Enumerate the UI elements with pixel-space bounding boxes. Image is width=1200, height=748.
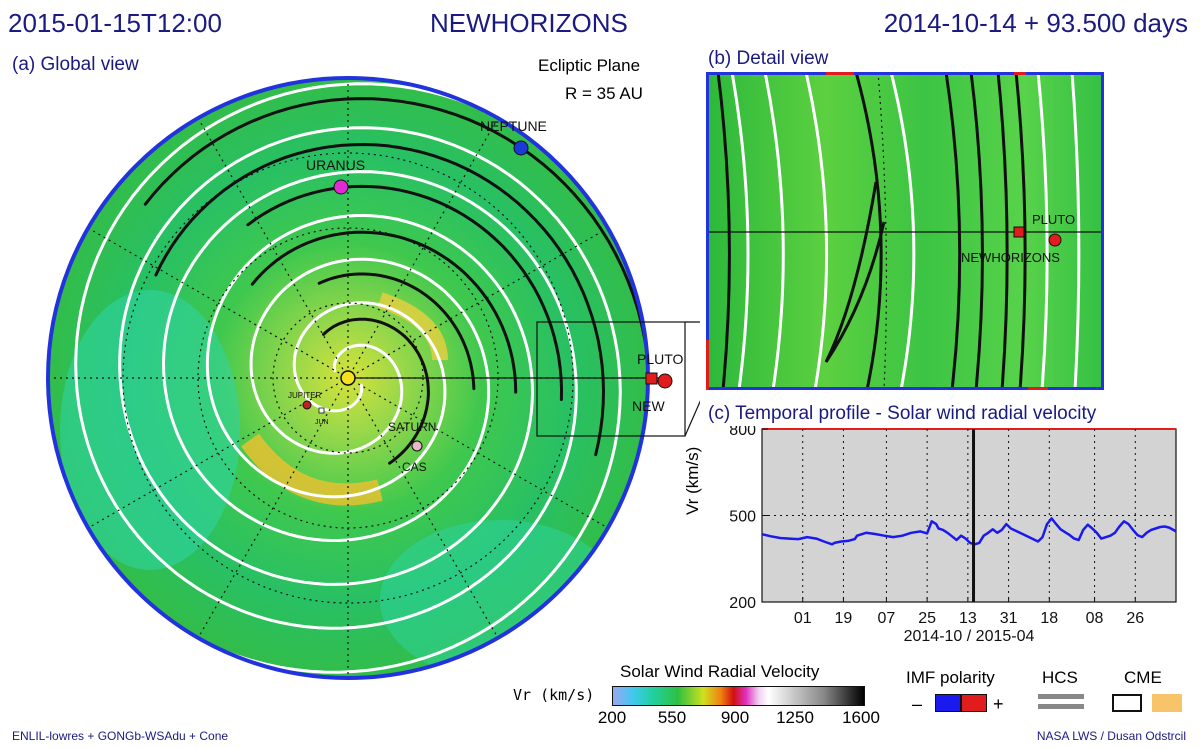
new-horizons-marker	[645, 372, 658, 385]
footer-left: ENLIL-lowres + GONGb-WSAdu + Cone	[12, 729, 229, 743]
x-tick-label: 25	[918, 610, 936, 627]
footer-right: NASA LWS / Dusan Odstrcil	[1036, 729, 1186, 743]
radius-label: R = 35 AU	[565, 84, 643, 103]
imf-positive-swatch	[961, 694, 987, 712]
field-line-black	[317, 272, 476, 391]
field-line-white	[74, 82, 648, 630]
imf-polarity-title: IMF polarity	[906, 668, 995, 687]
colorbar-tick: 1600	[842, 708, 880, 727]
uranus-marker	[333, 179, 349, 195]
detail-border	[706, 72, 1104, 390]
imf-minus-label: –	[912, 694, 923, 714]
detail-new-horizons-marker	[1013, 226, 1025, 238]
field-line-white	[48, 126, 622, 674]
x-tick-label: 01	[794, 610, 812, 627]
x-tick-label: 26	[1126, 610, 1144, 627]
y-tick-label: 200	[729, 595, 756, 612]
temporal-ylabel: Vr (km/s)	[683, 446, 702, 515]
hcs-title: HCS	[1042, 668, 1078, 687]
global-view-plot: NEPTUNE URANUS PLUTO NEW SATURN CAS JUPI…	[46, 76, 700, 680]
colorbar-tick: 1250	[776, 708, 814, 727]
field-line-black	[143, 97, 648, 532]
detail-grid-line	[877, 74, 888, 388]
spacecraft-label: NEWHORIZONS	[430, 8, 628, 38]
colorbar-tick: 900	[720, 708, 750, 727]
x-tick-label: 13	[959, 610, 977, 627]
cme-outline-swatch	[1112, 694, 1142, 712]
field-line-black	[250, 230, 518, 394]
x-tick-label: 08	[1086, 610, 1104, 627]
colorbar-tick: 550	[657, 708, 687, 727]
x-tick-label: 18	[1040, 610, 1058, 627]
detail-view-title: (b) Detail view	[708, 48, 829, 69]
juno-label: JUN	[315, 419, 329, 426]
field-line-black	[154, 142, 606, 457]
neptune-label: NEPTUNE	[480, 118, 547, 134]
x-tick-label: 31	[1000, 610, 1018, 627]
detail-view-plot: PLUTO NEWHORIZONS	[706, 72, 1104, 390]
juno-marker	[318, 407, 325, 414]
colorbar	[612, 686, 865, 706]
jupiter-label: JUPITER	[288, 391, 322, 400]
x-tick-label: 07	[878, 610, 896, 627]
datetime-label: 2015-01-15T12:00	[8, 8, 222, 38]
neptune-marker	[513, 140, 529, 156]
detail-pluto-marker	[1048, 233, 1062, 247]
detail-pluto-label: PLUTO	[1032, 212, 1075, 227]
y-tick-label: 500	[729, 509, 756, 526]
colorbar-unit: Vr (km/s)	[513, 686, 595, 704]
y-tick-label: 800	[729, 426, 756, 439]
temporal-chart: 200 500 800 01 19 07 25 13 31 18 08 26 2014-10 / 2…	[729, 426, 1177, 645]
fast-wind-stream	[377, 292, 448, 361]
uranus-label: URANUS	[306, 157, 365, 173]
field-line-black	[246, 184, 564, 401]
detail-region-box	[536, 321, 686, 437]
imf-negative-swatch	[935, 694, 961, 712]
temporal-xlabel: 2014-10 / 2015-04	[904, 628, 1035, 645]
plot-area	[761, 428, 1177, 603]
sun-marker	[340, 370, 356, 386]
field-line-black	[824, 181, 886, 363]
cme-title: CME	[1124, 668, 1162, 687]
hcs-swatch	[1038, 704, 1084, 709]
field-line-black	[322, 317, 430, 465]
ecliptic-plane-label: Ecliptic Plane	[538, 56, 641, 75]
colorbar-tick: 200	[597, 708, 627, 727]
imf-plus-label: +	[993, 694, 1004, 714]
pluto-marker	[657, 373, 673, 389]
new-label: NEW	[632, 398, 665, 414]
cyan-region	[60, 290, 240, 570]
hcs-swatch	[1038, 694, 1084, 699]
colorbar-title: Solar Wind Radial Velocity	[620, 662, 820, 681]
saturn-label: SATURN	[388, 420, 436, 434]
cme-fill-swatch	[1152, 694, 1182, 712]
temporal-profile-title: (c) Temporal profile - Solar wind radial…	[708, 403, 1097, 424]
x-tick-label: 19	[835, 610, 853, 627]
elapsed-label: 2014-10-14 + 93.500 days	[883, 8, 1188, 38]
jupiter-marker	[302, 400, 312, 410]
detail-background	[706, 72, 1104, 390]
pluto-label: PLUTO	[637, 351, 684, 367]
velocity-series-line	[761, 517, 1177, 546]
global-view-title: (a) Global view	[12, 54, 139, 75]
saturn-marker	[411, 440, 423, 452]
detail-newhorizons-label: NEWHORIZONS	[961, 250, 1060, 265]
cas-label: CAS	[402, 460, 427, 474]
